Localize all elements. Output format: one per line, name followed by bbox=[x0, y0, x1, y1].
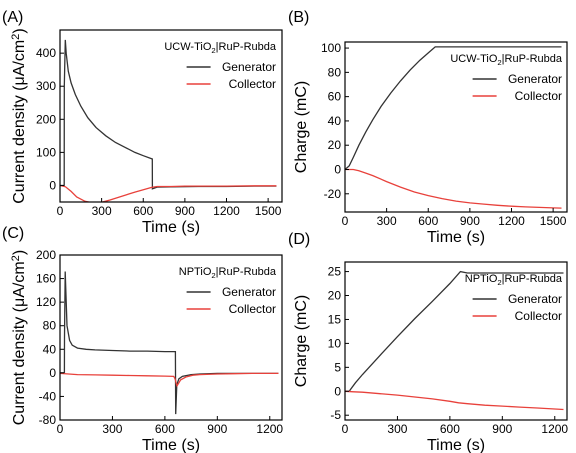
legend-title: UCW-TiO2|RuP-Rubda bbox=[450, 53, 563, 67]
plot-frame bbox=[344, 41, 568, 213]
x-axis-label: Time (s) bbox=[142, 219, 200, 236]
y-tick-label: 200 bbox=[36, 248, 56, 262]
panel-label: (C) bbox=[2, 225, 24, 242]
x-tick-label: 600 bbox=[418, 214, 438, 228]
x-tick-label: 300 bbox=[102, 422, 122, 436]
y-tick-label: 60 bbox=[328, 90, 342, 104]
series-line-collector bbox=[345, 390, 564, 411]
y-tick-label: 200 bbox=[36, 112, 56, 126]
series-line-generator bbox=[345, 270, 564, 392]
y-tick-label: -80 bbox=[39, 413, 57, 427]
x-axis-label: Time (s) bbox=[142, 437, 200, 453]
x-tick-label: 1200 bbox=[256, 422, 283, 436]
x-tick-label: 300 bbox=[387, 422, 407, 436]
legend-title: NPTiO2|RuP-Rubda bbox=[465, 273, 563, 287]
legend-label-generator: Generator bbox=[222, 60, 276, 74]
x-tick-label: 0 bbox=[342, 422, 349, 436]
x-tick-label: 0 bbox=[342, 214, 349, 228]
y-tick-label: 300 bbox=[36, 79, 56, 93]
y-tick-label: 0 bbox=[49, 366, 56, 380]
x-tick-label: 600 bbox=[440, 422, 460, 436]
x-tick-label: 0 bbox=[57, 204, 64, 218]
x-axis-label: Time (s) bbox=[427, 229, 485, 246]
plot-frame bbox=[344, 261, 568, 421]
x-tick-label: 1500 bbox=[255, 204, 282, 218]
y-tick-label: 0 bbox=[49, 178, 56, 192]
y-tick-label: 40 bbox=[43, 342, 57, 356]
y-tick-label: 20 bbox=[328, 138, 342, 152]
x-tick-label: 600 bbox=[133, 204, 153, 218]
legend-label-collector: Collector bbox=[229, 302, 276, 316]
plot-frame bbox=[59, 254, 283, 421]
x-tick-label: 900 bbox=[175, 204, 195, 218]
panel-label: (B) bbox=[288, 9, 309, 26]
x-tick-label: 900 bbox=[207, 422, 227, 436]
legend-title: NPTiO2|RuP-Rubda bbox=[179, 266, 277, 280]
x-tick-label: 1200 bbox=[541, 422, 568, 436]
y-axis-label: Charge (mC) bbox=[293, 81, 310, 173]
y-tick-label: -20 bbox=[324, 187, 342, 201]
panel-c: (C) 0 300 600 900 1200 -80 -40 0 40 80 120 160 200 Tim… bbox=[2, 225, 283, 453]
legend-title: UCW-TiO2|RuP-Rubda bbox=[164, 41, 277, 55]
y-tick-label: 400 bbox=[36, 46, 56, 60]
y-tick-label: 80 bbox=[43, 319, 57, 333]
legend-label-collector: Collector bbox=[229, 77, 276, 91]
x-tick-label: 900 bbox=[460, 214, 480, 228]
x-tick-label: 900 bbox=[492, 422, 512, 436]
y-tick-label: 20 bbox=[328, 289, 342, 303]
y-tick-label: -5 bbox=[330, 408, 341, 422]
plot-frame bbox=[59, 29, 283, 203]
y-tick-label: 100 bbox=[36, 145, 56, 159]
y-tick-label: 10 bbox=[328, 336, 342, 350]
series-line-collector bbox=[60, 372, 279, 388]
x-tick-label: 0 bbox=[57, 422, 64, 436]
y-tick-label: 80 bbox=[328, 65, 342, 79]
y-tick-label: 160 bbox=[36, 272, 56, 286]
y-tick-label: 100 bbox=[321, 41, 341, 55]
y-axis-label: Charge (mC) bbox=[293, 295, 310, 387]
y-tick-label: 0 bbox=[334, 384, 341, 398]
series-line-collector bbox=[60, 184, 277, 202]
panel-b: (B)0 300 600 900 1200 1500-20020406080100Time… bbox=[288, 9, 568, 246]
legend-label-generator: Generator bbox=[222, 285, 276, 299]
legend-label-generator: Generator bbox=[508, 292, 562, 306]
y-tick-label: 0 bbox=[334, 163, 341, 177]
y-tick-label: 40 bbox=[328, 114, 342, 128]
x-tick-label: 600 bbox=[155, 422, 175, 436]
series-line-generator bbox=[345, 46, 562, 170]
legend-label-collector: Collector bbox=[515, 309, 562, 323]
legend-label-generator: Generator bbox=[508, 72, 562, 86]
y-tick-label: -40 bbox=[39, 389, 57, 403]
legend-label-collector: Collector bbox=[515, 89, 562, 103]
y-tick-label: 25 bbox=[328, 265, 342, 279]
x-tick-label: 1500 bbox=[540, 214, 567, 228]
y-tick-label: 15 bbox=[328, 312, 342, 326]
x-tick-label: 300 bbox=[92, 204, 112, 218]
y-axis-label: Current density (μA/cm2) bbox=[10, 28, 28, 204]
y-tick-label: 5 bbox=[334, 360, 341, 374]
x-tick-label: 300 bbox=[377, 214, 397, 228]
panel-label: (A) bbox=[2, 9, 23, 26]
y-axis-label: Current density (μA/cm2) bbox=[10, 250, 28, 426]
y-tick-label: 120 bbox=[36, 295, 56, 309]
panel-label: (D) bbox=[288, 231, 310, 248]
series-line-collector bbox=[345, 168, 562, 209]
x-tick-label: 1200 bbox=[213, 204, 240, 218]
x-tick-label: 1200 bbox=[498, 214, 525, 228]
x-axis-label: Time (s) bbox=[427, 437, 485, 453]
panel-a: (A) 0 300 600 900 1200 1500 0 100 200 300 400 Time (… bbox=[2, 9, 283, 236]
